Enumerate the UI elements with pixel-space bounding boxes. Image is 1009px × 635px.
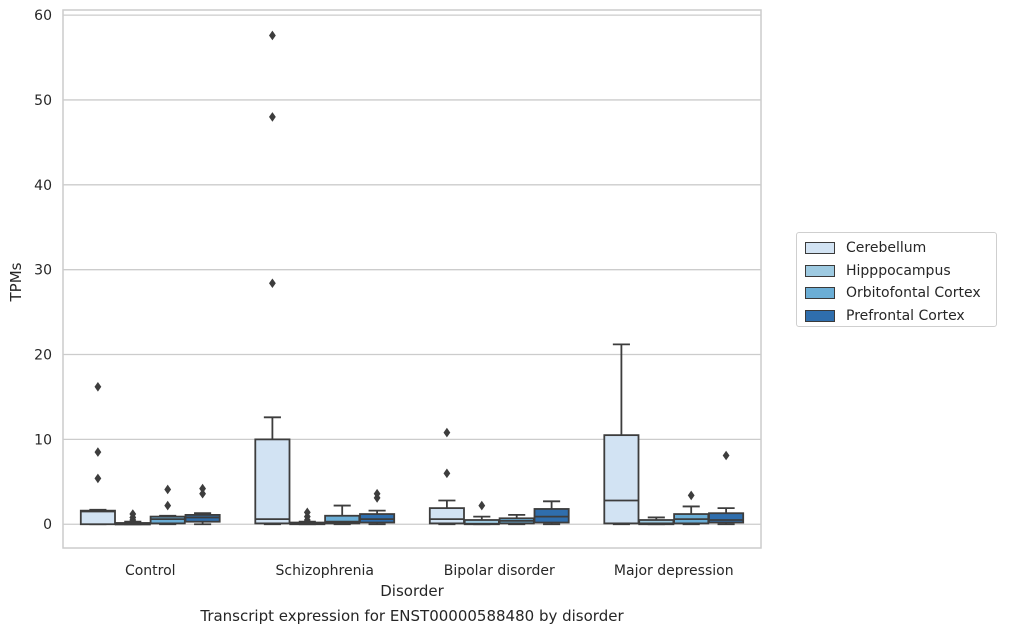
box bbox=[79, 381, 116, 526]
legend-swatch bbox=[805, 264, 835, 277]
x-tick-label: Major depression bbox=[614, 563, 734, 579]
outlier-point bbox=[373, 488, 381, 499]
outlier-point bbox=[129, 509, 137, 519]
box bbox=[533, 500, 570, 526]
y-tick-label: 50 bbox=[34, 93, 52, 109]
outlier-point bbox=[443, 427, 451, 438]
y-tick-label: 60 bbox=[34, 8, 52, 24]
legend-swatch bbox=[805, 242, 835, 255]
outlier-point bbox=[164, 484, 172, 495]
outlier-point bbox=[199, 483, 206, 494]
outlier-point bbox=[269, 112, 276, 122]
legend-label: Hipppocampus bbox=[846, 262, 951, 279]
x-tick-labels: Control Schizophrenia Bipolar disorder Majo… bbox=[125, 563, 734, 579]
box bbox=[428, 427, 465, 526]
y-tick-label: 30 bbox=[34, 263, 52, 279]
outlier-point bbox=[687, 490, 695, 501]
box bbox=[708, 450, 745, 526]
box bbox=[324, 504, 361, 526]
outlier-point bbox=[94, 473, 102, 484]
y-tick-label: 0 bbox=[43, 517, 52, 533]
x-tick-label: Bipolar disorder bbox=[444, 563, 555, 579]
box bbox=[289, 507, 326, 526]
legend: Cerebellum Hipppocampus Orbitofontal Corte… bbox=[796, 232, 997, 327]
outlier-point bbox=[722, 450, 730, 461]
box bbox=[498, 514, 535, 526]
legend-label: Orbitofontal Cortex bbox=[846, 285, 981, 302]
box bbox=[114, 509, 151, 526]
outlier-point bbox=[269, 30, 276, 41]
legend-swatch bbox=[805, 309, 835, 322]
box bbox=[254, 30, 291, 526]
plot-area bbox=[62, 9, 762, 549]
outlier-point bbox=[443, 468, 451, 479]
x-tick-label: Control bbox=[125, 563, 176, 579]
boxes bbox=[79, 30, 745, 526]
legend-label: Prefrontal Cortex bbox=[846, 307, 965, 324]
box bbox=[463, 500, 500, 526]
outlier-point bbox=[94, 381, 102, 392]
legend-label: Cerebellum bbox=[846, 240, 927, 257]
box bbox=[603, 343, 640, 526]
box bbox=[359, 488, 396, 526]
legend-swatch bbox=[805, 287, 835, 300]
outlier-point bbox=[94, 447, 102, 457]
legend-item: Orbitofontal Cortex bbox=[805, 282, 996, 305]
box-body bbox=[603, 434, 640, 525]
box-body bbox=[708, 512, 745, 524]
legend-item: Hipppocampus bbox=[805, 260, 996, 283]
outlier-point bbox=[269, 278, 276, 289]
box bbox=[673, 490, 710, 526]
y-tick-labels: 0 10 20 30 40 50 60 bbox=[34, 8, 52, 533]
y-tick-label: 20 bbox=[34, 348, 52, 364]
box bbox=[149, 484, 186, 526]
outlier-point bbox=[199, 488, 206, 499]
y-tick-label: 40 bbox=[34, 178, 52, 194]
grid-lines bbox=[63, 14, 761, 525]
box-body bbox=[428, 507, 465, 525]
legend-item: Prefrontal Cortex bbox=[805, 305, 996, 328]
legend-item: Cerebellum bbox=[805, 237, 996, 260]
y-axis-label: TPMs bbox=[7, 262, 25, 302]
box bbox=[184, 483, 221, 526]
outlier-point bbox=[164, 500, 172, 511]
x-axis-label: Disorder bbox=[380, 582, 444, 600]
y-tick-label: 10 bbox=[34, 432, 52, 448]
x-tick-label: Schizophrenia bbox=[276, 563, 374, 579]
box-body bbox=[254, 438, 291, 525]
chart-caption: Transcript expression for ENST0000058848… bbox=[200, 607, 624, 625]
outlier-point bbox=[303, 507, 311, 518]
box-body bbox=[79, 509, 116, 526]
box bbox=[638, 516, 675, 526]
outlier-point bbox=[478, 500, 486, 511]
